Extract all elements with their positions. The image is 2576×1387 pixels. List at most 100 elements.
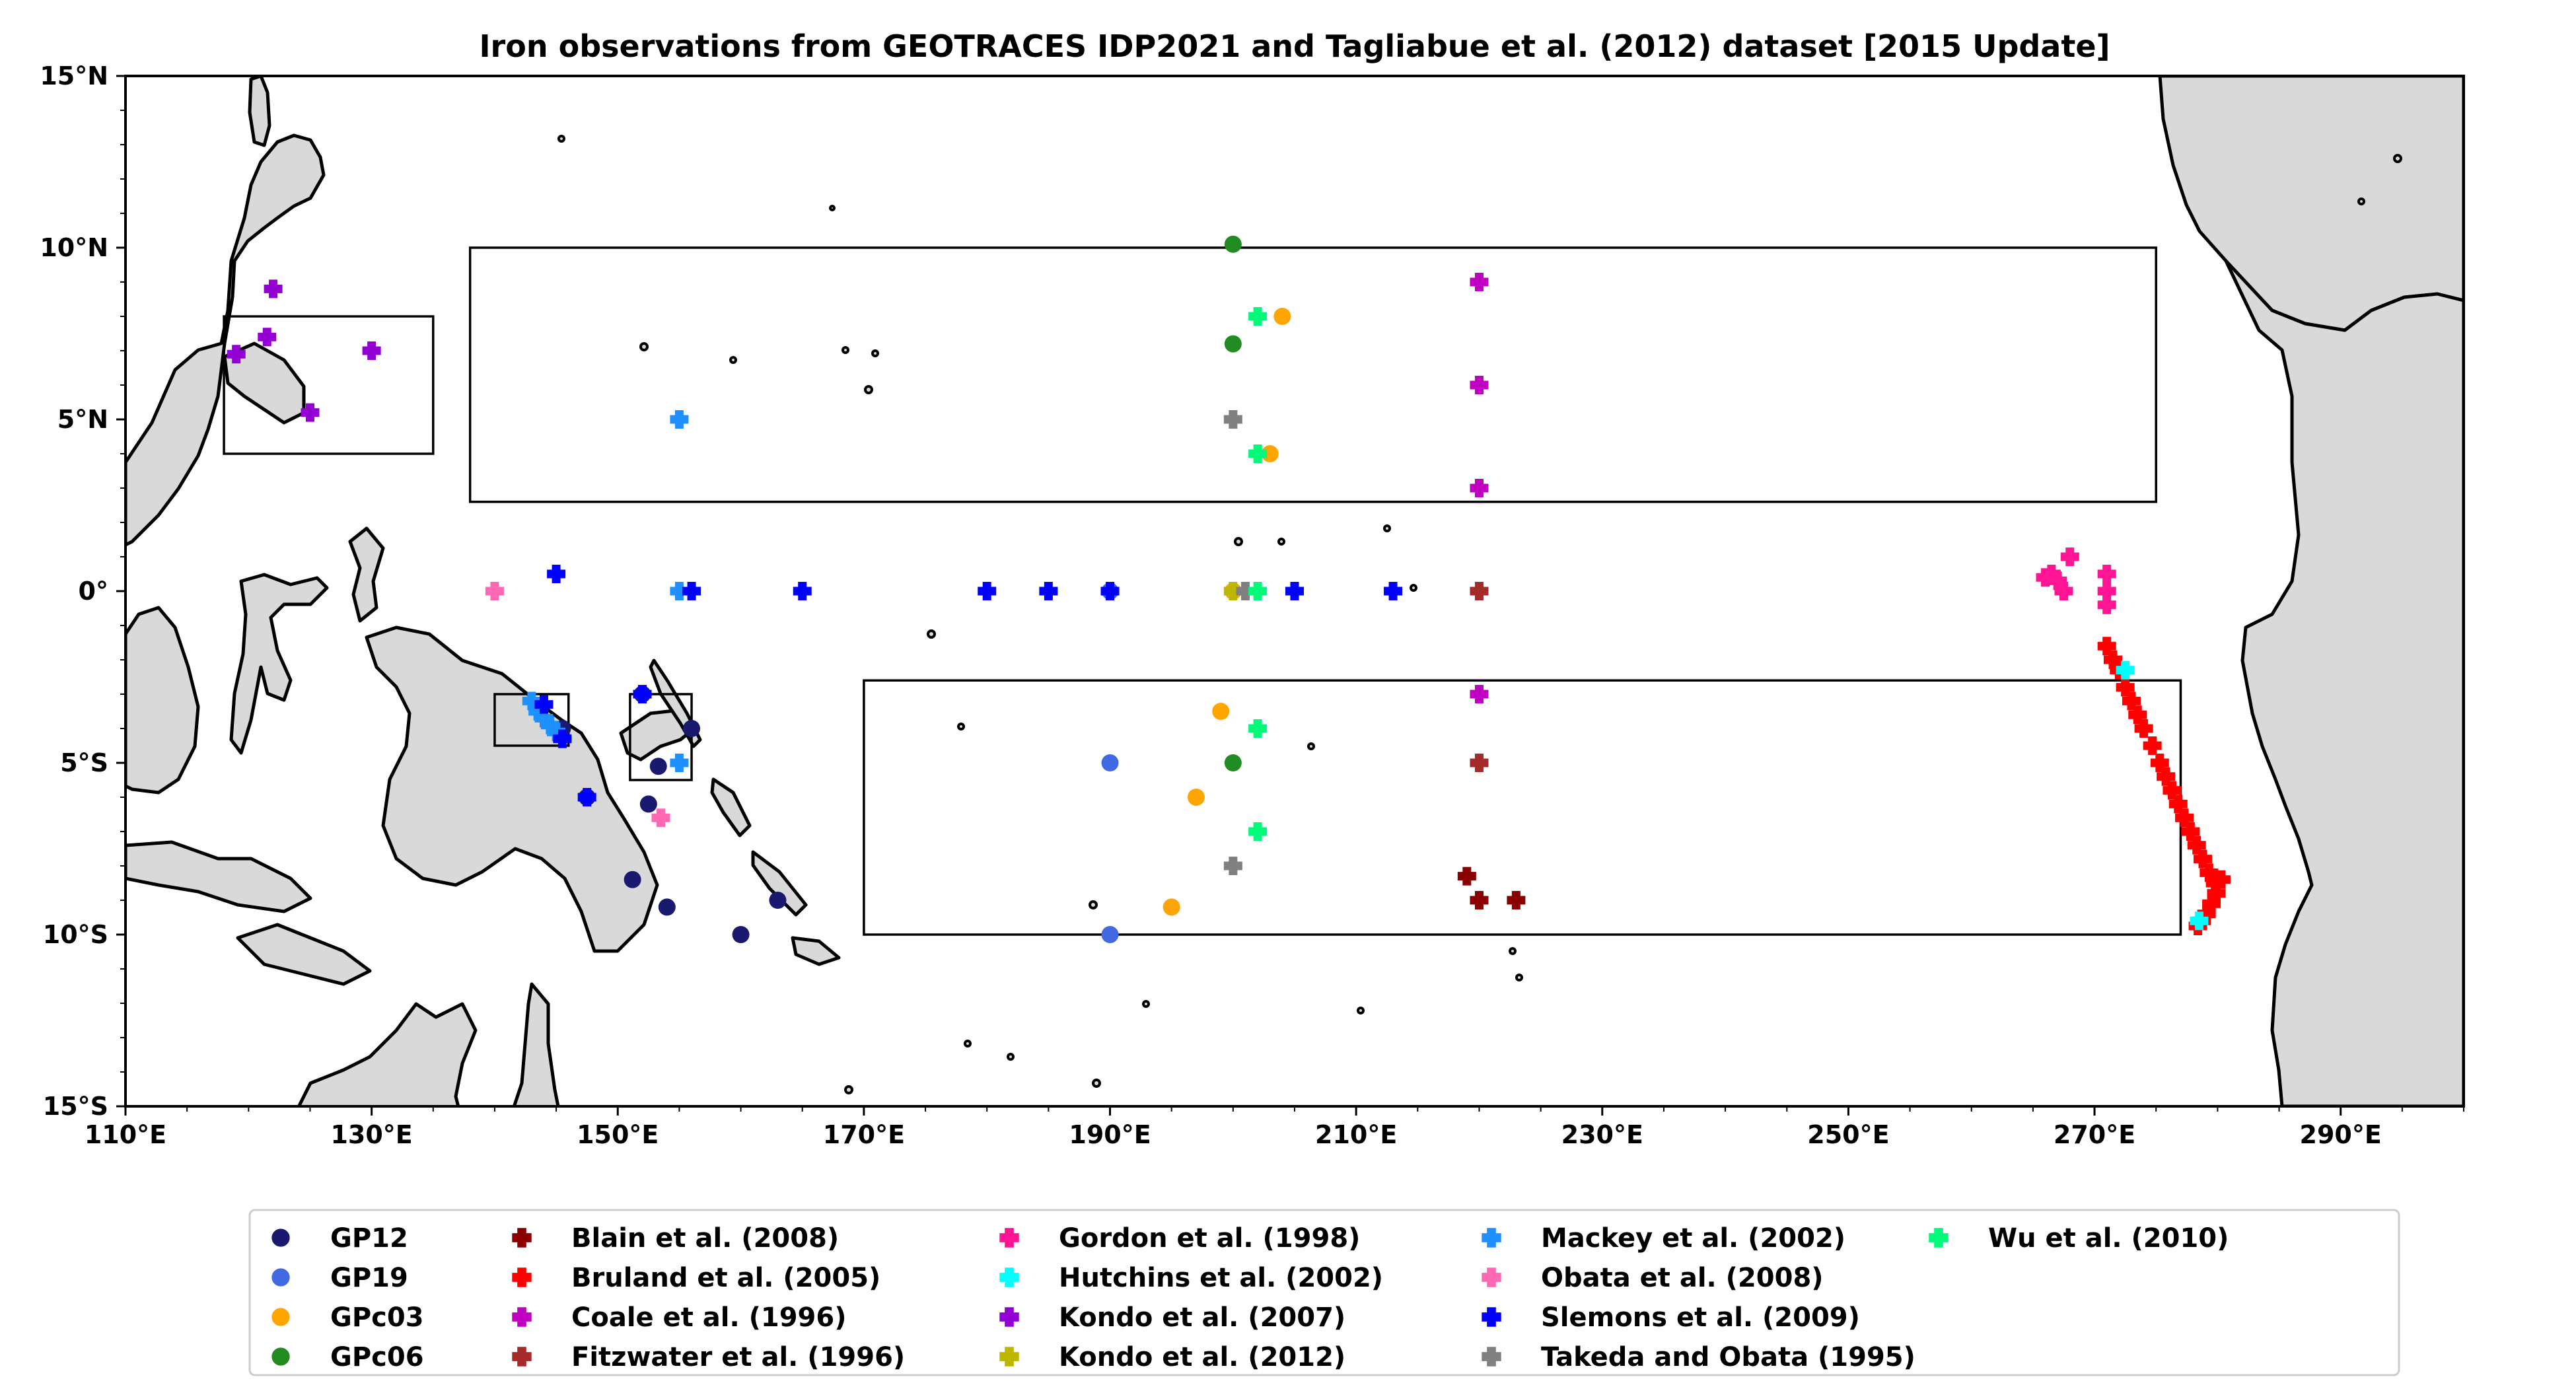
data-point-gordon-et-al-1998 (2054, 582, 2073, 600)
series-coale-et-al-1996 (1470, 273, 1489, 703)
data-point-gpc03 (1273, 308, 1291, 325)
legend-label-gpc06: GPc06 (330, 1342, 424, 1372)
legend-item-slemons-et-al-2009: Slemons et al. (2009) (1482, 1302, 1860, 1333)
data-point-bruland-et-al-2005 (2097, 637, 2116, 656)
data-point-bruland-et-al-2005 (2202, 894, 2221, 913)
chart-title: Iron observations from GEOTRACES IDP2021… (479, 28, 2110, 64)
data-point-fitzwater-et-al-1996 (1470, 582, 1489, 600)
data-point-gp12 (639, 795, 657, 813)
data-point-bruland-et-al-2005 (2150, 754, 2169, 772)
data-point-kondo-et-al-2007 (301, 403, 320, 422)
x-tick-label: 250°E (1807, 1120, 1889, 1149)
data-point-bruland-et-al-2005 (2168, 795, 2188, 814)
x-tick-label: 130°E (330, 1120, 412, 1149)
map-area (125, 76, 2464, 1106)
data-point-gp19 (1101, 926, 1119, 943)
y-axis: 15°N 10°N 5°N 0° 5°S 10°S 15°S (40, 61, 125, 1121)
legend-marker-hutchins-et-al-2002 (999, 1267, 1019, 1287)
data-point-gp12 (658, 898, 676, 916)
legend-label-bruland-et-al-2005: Bruland et al. (2005) (571, 1263, 880, 1293)
data-point-bruland-et-al-2005 (2207, 884, 2226, 903)
legend-marker-gp19 (271, 1268, 290, 1287)
x-axis: 110°E 130°E 150°E 170°E 190°E 210°E 230°E 250°E… (85, 1106, 2464, 1149)
data-point-gp12 (769, 892, 787, 909)
legend-label-blain-et-al-2008: Blain et al. (2008) (571, 1223, 839, 1254)
data-point-coale-et-al-1996 (1470, 376, 1489, 394)
data-point-mackey-et-al-2002 (534, 709, 554, 728)
data-point-gpc06 (1224, 235, 1242, 253)
series-hutchins-et-al-2002 (2116, 660, 2209, 931)
data-point-mackey-et-al-2002 (670, 410, 689, 429)
legend-item-gp19: GP19 (271, 1263, 408, 1293)
legend-label-gp19: GP19 (330, 1263, 408, 1293)
legend-marker-gpc06 (271, 1347, 290, 1366)
data-point-gordon-et-al-1998 (2097, 565, 2116, 583)
data-point-fitzwater-et-al-1996 (1470, 754, 1489, 772)
land-northern-australia (297, 1002, 478, 1106)
data-point-slemons-et-al-2009 (793, 582, 812, 600)
land-south-america (2224, 259, 2464, 1106)
legend-marker-blain-et-al-2008 (512, 1228, 532, 1248)
legend-marker-mackey-et-al-2002 (1482, 1228, 1501, 1248)
legend-label-gp12: GP12 (330, 1223, 408, 1254)
data-point-obata-et-al-2008 (651, 808, 670, 828)
data-point-bruland-et-al-2005 (2200, 863, 2219, 882)
legend-marker-gp12 (271, 1228, 290, 1247)
series-fitzwater-et-al-1996 (1470, 582, 1489, 772)
data-point-gordon-et-al-1998 (2097, 582, 2116, 600)
data-point-bruland-et-al-2005 (2181, 822, 2200, 841)
legend-item-gordon-et-al-1998: Gordon et al. (1998) (999, 1223, 1360, 1254)
data-point-bruland-et-al-2005 (2175, 808, 2194, 828)
legend-item-fitzwater-et-al-1996: Fitzwater et al. (1996) (512, 1342, 905, 1372)
x-tick-label: 290°E (2300, 1120, 2382, 1149)
data-point-bruland-et-al-2005 (2197, 904, 2216, 923)
data-point-slemons-et-al-2009 (534, 695, 554, 714)
legend-marker-slemons-et-al-2009 (1482, 1307, 1501, 1327)
data-point-mackey-et-al-2002 (670, 754, 689, 772)
data-point-gpc06 (1224, 335, 1242, 353)
legend-label-obata-et-al-2008: Obata et al. (2008) (1541, 1263, 1824, 1293)
data-point-slemons-et-al-2009 (633, 685, 652, 703)
x-tick-label: 170°E (823, 1120, 905, 1149)
x-tick-label: 150°E (577, 1120, 659, 1149)
data-point-bruland-et-al-2005 (2143, 736, 2162, 755)
legend-item-coale-et-al-1996: Coale et al. (1996) (512, 1302, 846, 1333)
series-gpc06 (1224, 235, 1242, 771)
data-point-bruland-et-al-2005 (2104, 651, 2122, 669)
land-solomon-islands (751, 850, 808, 917)
legend-label-gordon-et-al-1998: Gordon et al. (1998) (1059, 1223, 1360, 1254)
data-point-mackey-et-al-2002 (540, 715, 559, 734)
data-point-slemons-et-al-2009 (1039, 582, 1058, 600)
y-tick-label: 15°N (40, 61, 108, 90)
data-point-mackey-et-al-2002 (547, 723, 566, 742)
region-box-2 (468, 246, 2157, 503)
data-point-gp12 (649, 758, 667, 775)
x-tick-label: 230°E (1561, 1120, 1643, 1149)
data-point-bruland-et-al-2005 (2128, 705, 2147, 725)
y-tick-label: 5°N (57, 405, 108, 434)
data-point-hutchins-et-al-2002 (2190, 911, 2209, 931)
land-luzon-north (248, 76, 271, 147)
legend-marker-wu-et-al-2010 (1929, 1228, 1949, 1248)
legend-item-hutchins-et-al-2002: Hutchins et al. (2002) (999, 1263, 1383, 1293)
x-tick-label: 270°E (2054, 1120, 2135, 1149)
land-mindanao (223, 341, 306, 425)
legend-item-obata-et-al-2008: Obata et al. (2008) (1482, 1263, 1824, 1293)
legend-marker-fitzwater-et-al-1996 (512, 1347, 532, 1367)
land-cape-york (512, 982, 560, 1106)
data-point-gp19 (1101, 754, 1119, 771)
data-point-gp12 (732, 926, 750, 943)
data-point-gordon-et-al-1998 (2097, 595, 2116, 614)
legend-label-gpc03: GPc03 (330, 1302, 424, 1333)
land-timor (125, 840, 312, 913)
legend: GP12 GP19 GPc03 GPc06 Blain et al. (2008) Bru… (248, 1209, 2400, 1376)
legend-label-kondo-et-al-2012: Kondo et al. (2012) (1059, 1342, 1345, 1372)
data-point-bruland-et-al-2005 (2163, 781, 2182, 800)
data-point-bruland-et-al-2005 (2134, 719, 2153, 738)
legend-marker-coale-et-al-1996 (512, 1307, 532, 1327)
data-point-kondo-et-al-2007 (362, 341, 381, 360)
data-point-takeda-and-obata-1995 (1223, 857, 1242, 875)
x-tick-label: 110°E (85, 1120, 166, 1149)
data-point-slemons-et-al-2009 (553, 729, 572, 748)
